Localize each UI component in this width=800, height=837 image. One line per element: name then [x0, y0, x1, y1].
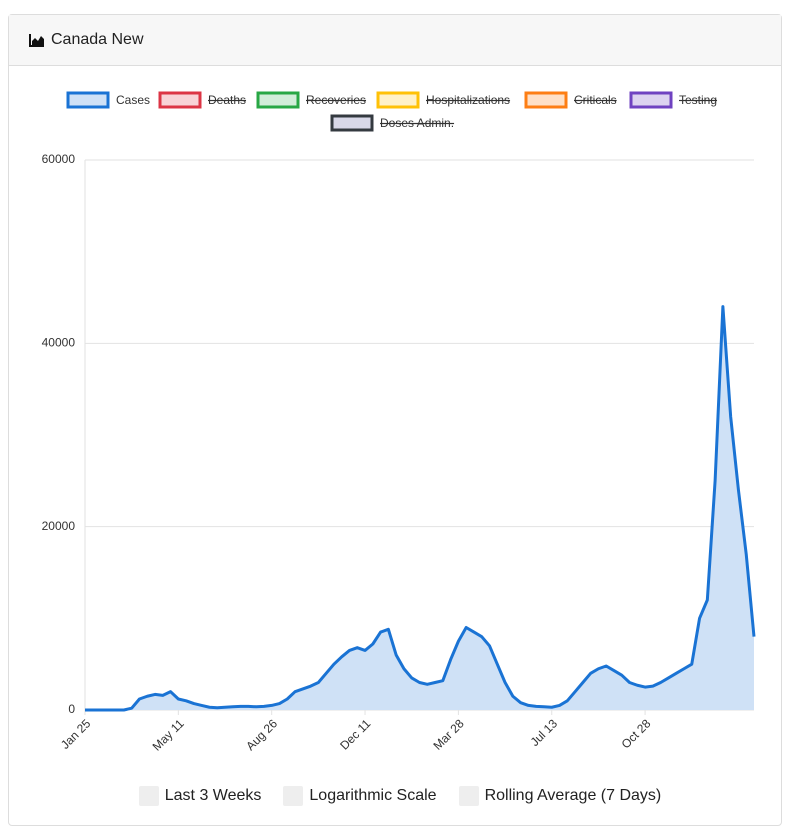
y-tick-label: 0: [68, 702, 75, 716]
toggle[interactable]: Last 3 Weeks: [138, 786, 262, 806]
x-tick-label: Dec 11: [337, 716, 373, 752]
legend-swatch[interactable]: [629, 91, 673, 109]
checkbox[interactable]: [458, 786, 479, 806]
legend-swatch[interactable]: [158, 91, 202, 109]
legend-swatch[interactable]: [256, 91, 300, 109]
legend-swatch[interactable]: [376, 91, 420, 109]
legend-label[interactable]: Criticals: [574, 93, 617, 107]
chart-icon: [29, 34, 44, 47]
checkbox[interactable]: [283, 786, 304, 806]
line: [85, 305, 756, 712]
legend-label[interactable]: Deaths: [208, 93, 246, 107]
toggle[interactable]: Rolling Average (7 Days): [458, 786, 662, 806]
y-tick-label: 40000: [42, 336, 76, 350]
legend-label[interactable]: Recoveries: [306, 93, 366, 107]
legend-label[interactable]: Doses Admin.: [380, 116, 454, 130]
legend-swatch[interactable]: [524, 91, 568, 109]
legend-label[interactable]: Testing: [679, 93, 717, 107]
toggle-label: Rolling Average (7 Days): [484, 787, 662, 804]
legend-label[interactable]: Cases: [116, 93, 150, 107]
x-tick-label: Oct 28: [619, 716, 654, 751]
toggle[interactable]: Logarithmic Scale: [283, 786, 437, 806]
x-tick-label: Aug 26: [243, 716, 280, 753]
card: Canada New: [8, 14, 782, 826]
toggle-label: Last 3 Weeks: [164, 787, 262, 804]
checkbox[interactable]: [138, 786, 159, 806]
chart: 0 20000 40000 60000 Jan 25 May 11 Aug 26 Dec 11…: [42, 91, 756, 754]
x-tick-label: Jul 13: [528, 716, 561, 749]
y-tick-label: 20000: [42, 519, 76, 533]
legend-swatch[interactable]: [66, 91, 110, 109]
x-tick-label: Mar 28: [430, 716, 467, 753]
x-tick-label: May 11: [150, 716, 187, 753]
y-tick-label: 60000: [42, 152, 76, 166]
area: [85, 306, 754, 710]
card-title: Canada New: [51, 31, 144, 48]
x-tick-label: Jan 25: [58, 716, 94, 752]
card-header: Canada New: [9, 15, 781, 66]
legend-label[interactable]: Hospitalizations: [426, 93, 510, 107]
legend-swatch[interactable]: [330, 114, 374, 132]
toggle-label: Logarithmic Scale: [309, 787, 437, 804]
controls: Last 3 Weeks Logarithmic Scale Rolling Ave…: [0, 786, 800, 806]
